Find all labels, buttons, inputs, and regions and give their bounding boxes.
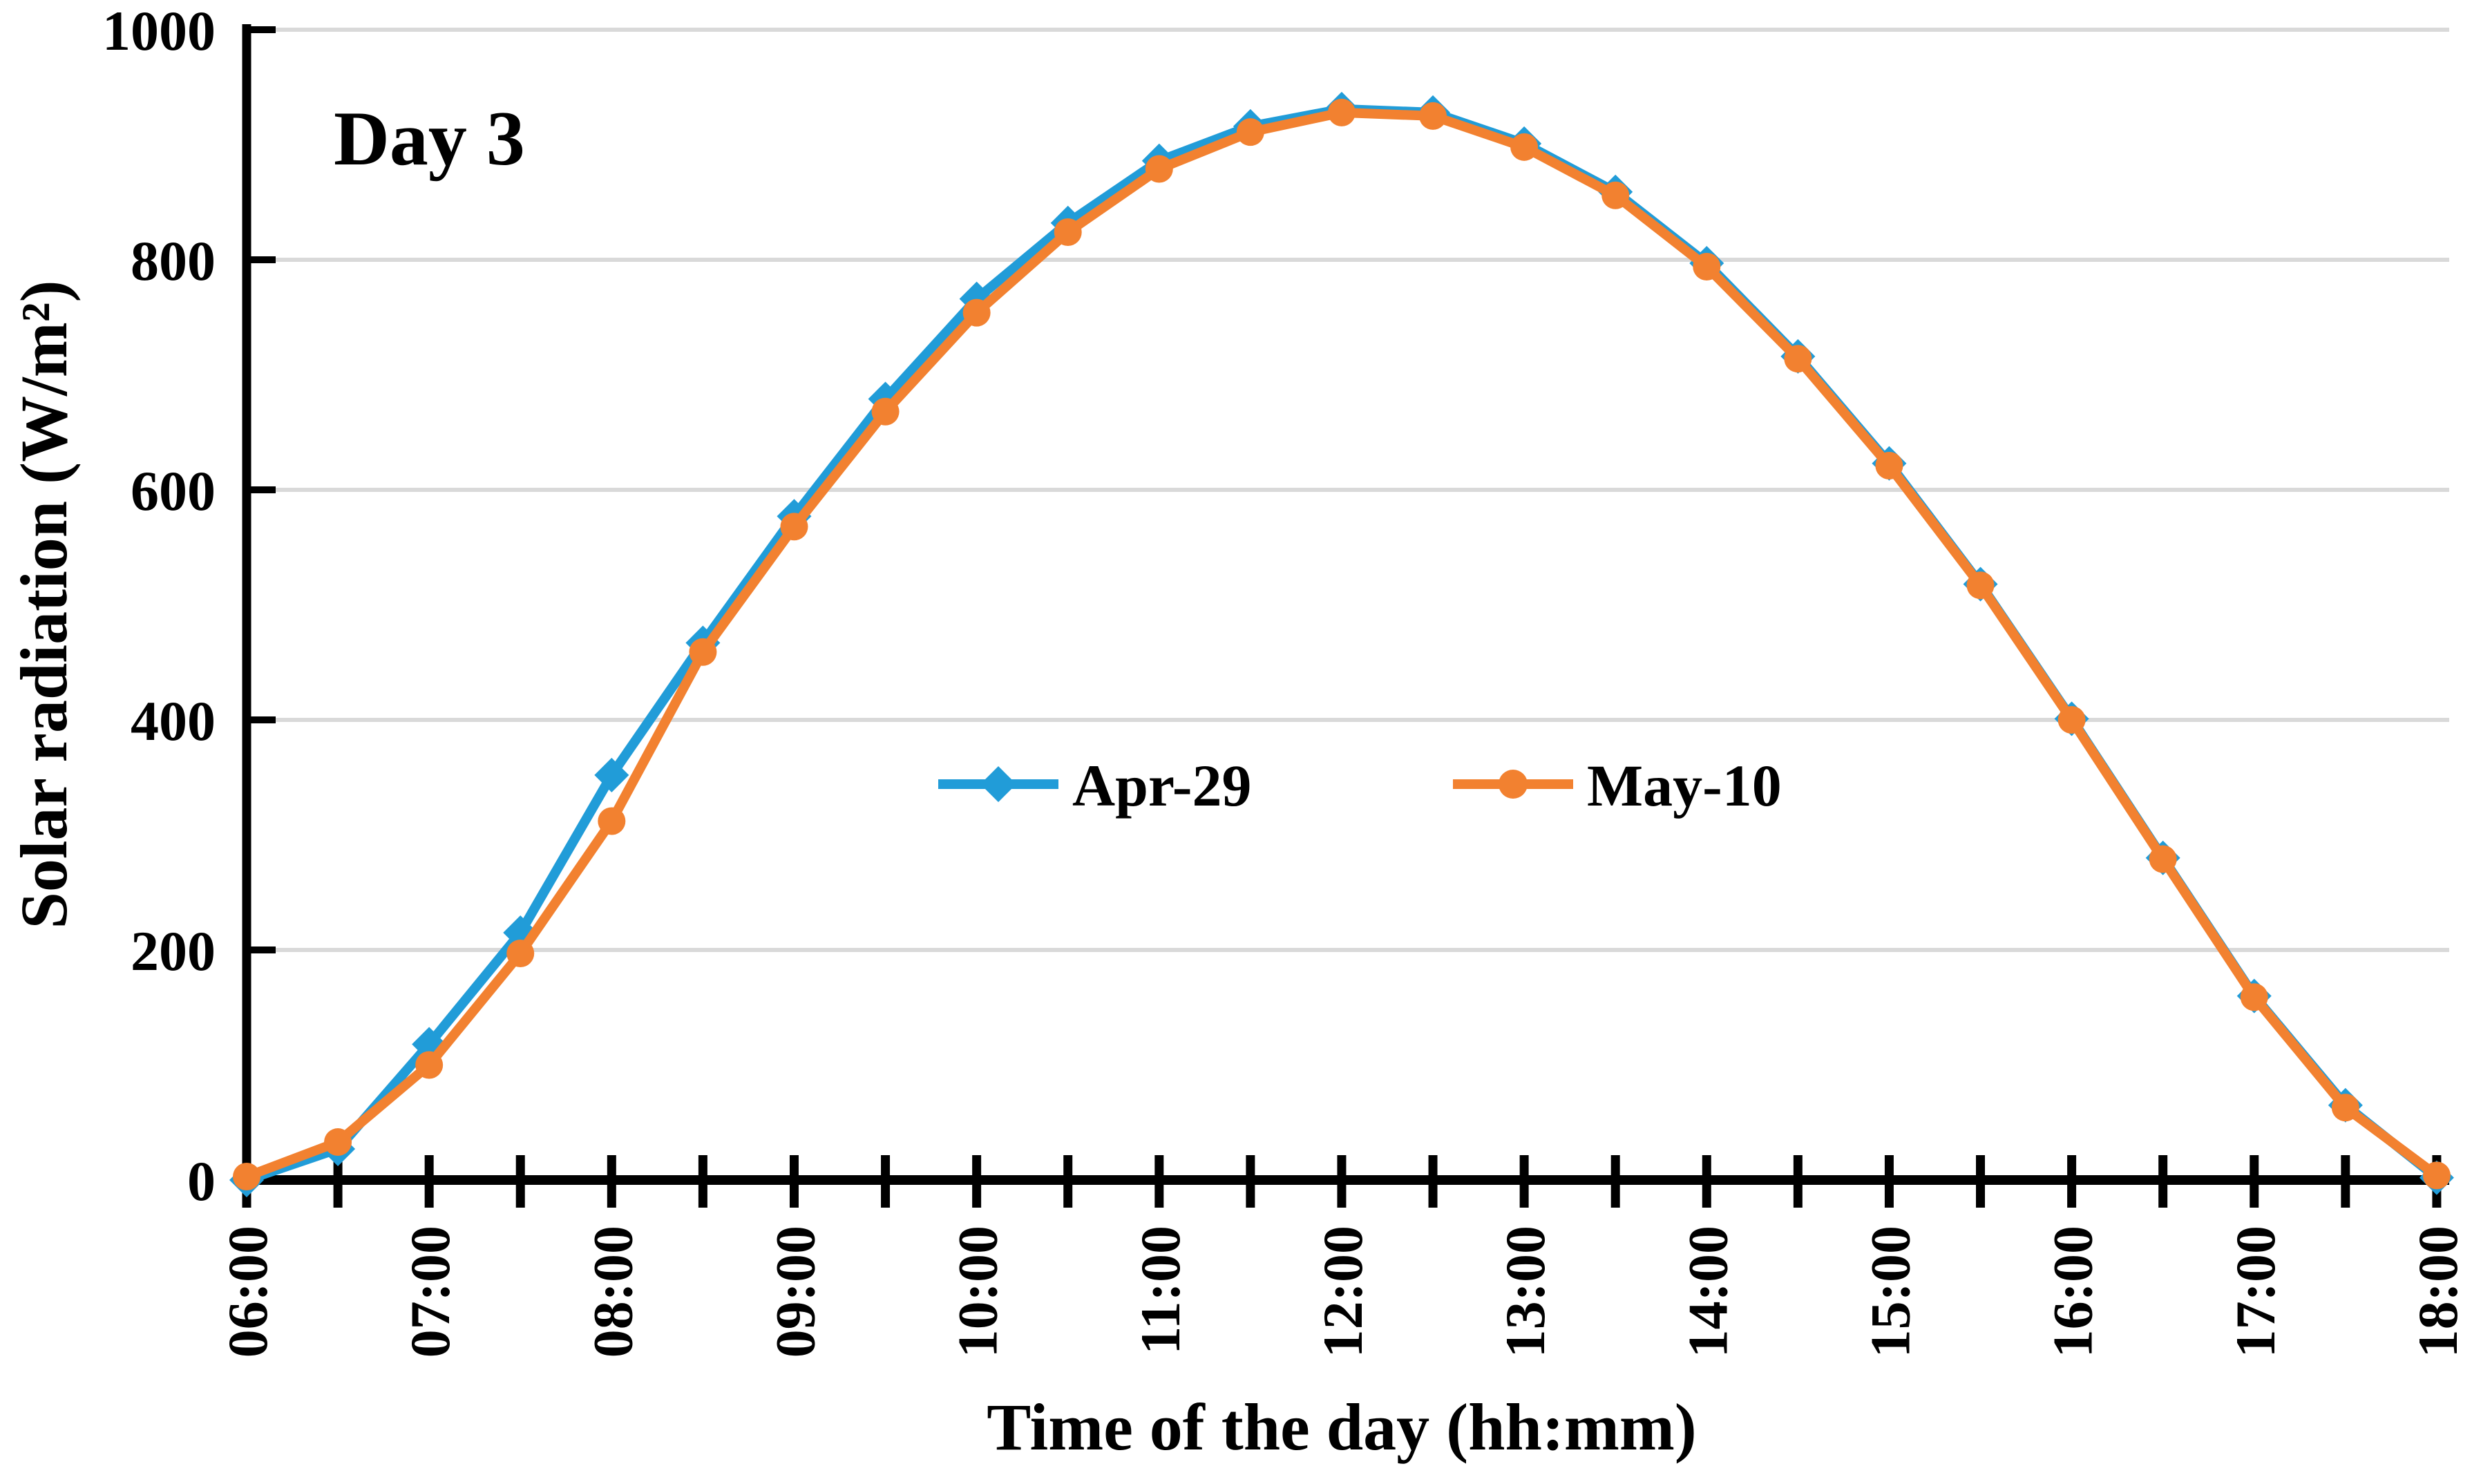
data-point-circle-06:00: [233, 1163, 260, 1191]
data-series: [229, 91, 2454, 1197]
data-point-circle-11:00: [1145, 155, 1173, 183]
x-tick-label-12:00: 12:00: [1311, 1226, 1374, 1358]
x-tick-label-06:00: 06:00: [216, 1226, 279, 1358]
series-line-apr-29: [242, 104, 2442, 1185]
y-tick-label-1000: 1000: [102, 0, 216, 62]
x-tick-label-18:00: 18:00: [2406, 1226, 2469, 1358]
data-point-circle-12:30: [1419, 102, 1447, 130]
legend-label-apr-29: Apr-29: [1072, 752, 1252, 819]
x-tick-label-14:00: 14:00: [1676, 1226, 1739, 1358]
axis-ticks: [242, 26, 2442, 1208]
legend-label-may-10: May-10: [1587, 752, 1782, 819]
data-point-circle-14:00: [1693, 252, 1721, 280]
data-point-circle-16:00: [2057, 706, 2086, 734]
data-point-circle-15:30: [1966, 571, 1995, 600]
y-axis-title: Solar radiation (W/m²): [7, 280, 81, 929]
y-tick-label-600: 600: [131, 459, 216, 522]
x-tick-label-16:00: 16:00: [2042, 1226, 2104, 1358]
y-tick-label-400: 400: [131, 689, 216, 752]
legend-diamond-icon: [980, 766, 1016, 802]
legend: Apr-29 May-10: [938, 752, 1782, 819]
legend-circle-icon: [1499, 770, 1528, 799]
data-point-circle-09:30: [871, 397, 900, 426]
data-point-circle-13:00: [1510, 133, 1539, 161]
x-axis-title: Time of the day (hh:mm): [987, 1390, 1697, 1464]
data-point-circle-08:30: [689, 638, 717, 666]
data-point-circle-08:00: [598, 807, 626, 835]
axis-tick-labels: 0 200 400 600 800 1000 06:00 07:00 08:00 09:00 10:…: [102, 0, 2469, 1358]
data-point-circle-12:00: [1327, 98, 1356, 126]
x-tick-label-11:00: 11:00: [1129, 1226, 1192, 1355]
data-point-circle-13:30: [1601, 181, 1630, 209]
data-point-circle-10:00: [962, 298, 991, 327]
x-tick-label-09:00: 09:00: [763, 1226, 826, 1358]
y-tick-label-800: 800: [131, 229, 216, 292]
data-point-circle-07:30: [506, 939, 535, 967]
data-point-circle-17:00: [2240, 983, 2268, 1011]
axes: [242, 24, 2449, 1185]
gridlines: [247, 28, 2449, 952]
x-tick-label-17:00: 17:00: [2224, 1226, 2287, 1358]
legend-item-apr-29: Apr-29: [938, 752, 1252, 819]
data-point-circle-09:00: [780, 513, 808, 541]
x-tick-label-07:00: 07:00: [399, 1226, 462, 1358]
data-point-circle-15:00: [1875, 452, 1903, 480]
data-point-circle-18:00: [2422, 1161, 2451, 1190]
data-point-circle-11:30: [1236, 118, 1264, 146]
chart-title: Day 3: [334, 96, 525, 182]
y-tick-label-200: 200: [131, 920, 216, 982]
x-tick-label-08:00: 08:00: [581, 1226, 644, 1358]
x-tick-label-15:00: 15:00: [1858, 1226, 1921, 1358]
data-point-diamond-08:00: [594, 757, 629, 792]
x-tick-label-10:00: 10:00: [947, 1226, 1009, 1358]
data-point-circle-17:30: [2331, 1094, 2359, 1122]
series-line-may-10: [242, 107, 2442, 1182]
data-point-circle-06:30: [324, 1128, 352, 1157]
data-point-circle-07:00: [415, 1051, 444, 1079]
y-tick-label-0: 0: [187, 1150, 216, 1212]
x-tick-label-13:00: 13:00: [1494, 1226, 1557, 1358]
data-point-circle-14:30: [1784, 345, 1812, 373]
series-apr-29: [229, 91, 2454, 1197]
data-point-circle-16:30: [2149, 845, 2177, 873]
data-point-circle-10:30: [1054, 218, 1082, 247]
legend-item-may-10: May-10: [1453, 752, 1782, 819]
series-may-10: [233, 98, 2451, 1191]
